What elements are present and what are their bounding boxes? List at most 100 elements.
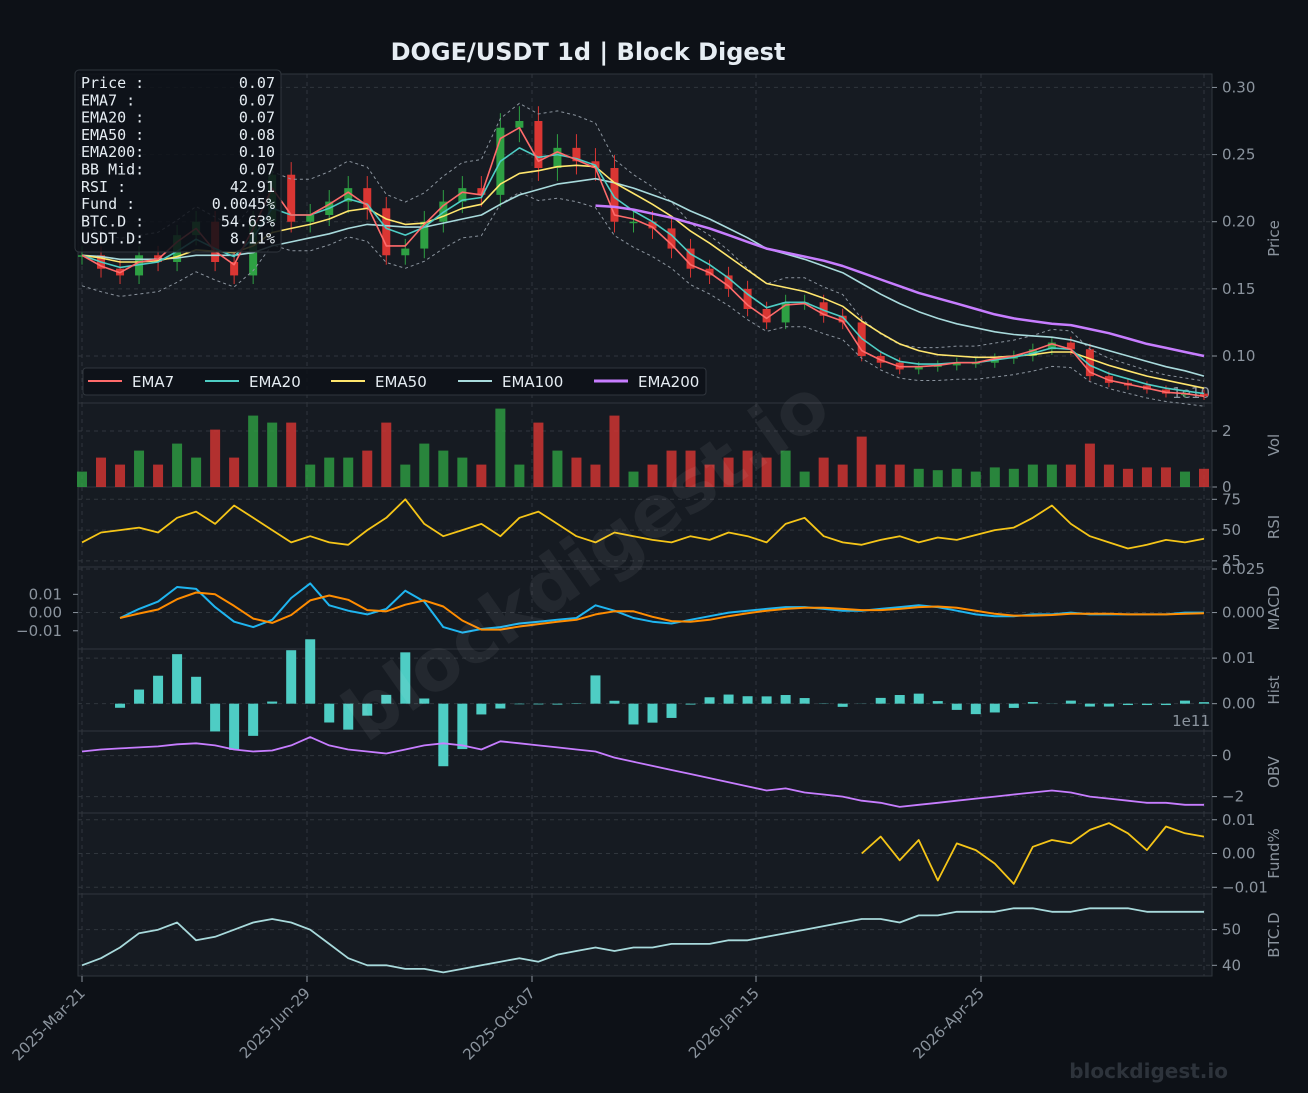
volume-bar — [1046, 464, 1057, 487]
hist-bar — [267, 701, 278, 704]
volume-bar — [1065, 464, 1076, 487]
volume-bar — [457, 457, 468, 487]
candle-body — [838, 315, 847, 323]
hist-ytick-label: 0.00 — [1222, 695, 1255, 713]
volume-bar — [723, 457, 734, 487]
hist-bar — [191, 676, 202, 704]
hist-bar — [932, 701, 943, 704]
volume-bar — [476, 464, 487, 487]
volume-bar — [1084, 443, 1095, 487]
rsi-ylabel: RSI — [1265, 515, 1283, 539]
candle-body — [819, 302, 828, 316]
volume-bar — [571, 457, 582, 487]
hist-bar — [761, 696, 772, 704]
hist-bar — [989, 703, 1000, 713]
hist-bar — [381, 694, 392, 704]
volume-bar — [856, 436, 867, 487]
macd-ytick-label: 0.000 — [1222, 604, 1265, 622]
volume-bar — [305, 464, 316, 487]
candle-body — [458, 188, 467, 202]
volume-bar — [286, 422, 297, 487]
hist-ytick-label: 0.01 — [1222, 649, 1255, 667]
volume-bar — [381, 422, 392, 487]
info-value: 0.07 — [239, 91, 275, 109]
volume-bar — [438, 450, 449, 487]
x-tick-label: 2025-Oct-07 — [459, 984, 539, 1064]
volume-bar — [818, 457, 829, 487]
hist-bar — [514, 703, 525, 705]
candle-body — [477, 188, 486, 195]
volume-bar — [153, 464, 164, 487]
hist-bar — [666, 703, 677, 718]
vol-ylabel: Vol — [1265, 434, 1283, 456]
volume-bar — [1027, 464, 1038, 487]
info-box — [74, 69, 282, 253]
price-corner-label: 1e10 — [1172, 384, 1210, 402]
macd-signal-line — [119, 591, 1205, 631]
volume-bar — [343, 457, 354, 487]
info-value: 0.07 — [239, 161, 275, 179]
hist-bar — [153, 675, 164, 704]
btcd-ytick-label: 40 — [1222, 956, 1241, 974]
candle-body — [1047, 342, 1056, 350]
volume-bar — [1103, 464, 1114, 487]
volume-bar — [590, 464, 601, 487]
footer-brand: blockdigest.io — [1069, 1059, 1228, 1083]
volume-bar — [1141, 467, 1152, 487]
hist-bar — [1027, 701, 1038, 704]
hist-bar — [457, 703, 468, 750]
hist-bar — [1008, 703, 1019, 708]
x-tick-label: 2025-Mar-21 — [9, 984, 89, 1064]
volume-bar — [362, 450, 373, 487]
candle-body — [686, 248, 695, 269]
volume-bar — [647, 464, 658, 487]
volume-bar — [324, 457, 335, 487]
volume-bar — [210, 429, 221, 487]
vol-panel — [77, 402, 1213, 488]
hist-bar — [1160, 703, 1171, 706]
volume-bar — [552, 450, 563, 487]
legend-label-ema7: EMA7 — [132, 373, 174, 391]
hist-bar — [495, 703, 506, 709]
macd-ytick-label: 0.025 — [1222, 560, 1265, 578]
hist-bar — [1141, 703, 1152, 706]
volume-bar — [495, 408, 506, 487]
hist-bar — [172, 654, 183, 704]
info-value: 0.0045% — [212, 195, 275, 213]
hist-bar — [704, 697, 715, 704]
volume-bar — [704, 464, 715, 487]
hist-bar — [628, 703, 639, 725]
info-value: 8.11% — [230, 230, 275, 248]
volume-bar — [400, 464, 411, 487]
hist-bar — [951, 703, 962, 710]
hist-bar — [134, 689, 145, 704]
candle-body — [515, 121, 524, 128]
hist-bar — [552, 703, 563, 705]
hist-panel — [77, 648, 1213, 732]
volume-bar — [1199, 468, 1209, 487]
obv-ylabel: OBV — [1265, 755, 1283, 788]
candle-body — [401, 248, 410, 256]
volume-bar — [1008, 468, 1019, 487]
obv-ytick-label: 0 — [1222, 747, 1232, 765]
volume-bar — [248, 415, 259, 487]
hist-bar — [799, 698, 810, 704]
hist-bar — [1122, 703, 1133, 706]
volume-bar — [970, 471, 981, 487]
hist-bar — [210, 703, 221, 732]
hist-bar — [476, 703, 487, 715]
hist-bar — [685, 703, 696, 705]
volume-bar — [742, 450, 753, 487]
candle-body — [344, 188, 353, 202]
vol-ytick-label: 0 — [1222, 478, 1232, 496]
volume-bar — [1122, 468, 1133, 487]
volume-bar — [134, 450, 145, 487]
hist-bar — [837, 703, 848, 707]
candle-body — [648, 221, 657, 229]
btcd-line — [81, 907, 1204, 974]
fund-ytick-label: 0.01 — [1222, 811, 1255, 829]
fund-ylabel: Fund% — [1265, 828, 1283, 879]
macd-panel — [77, 566, 1213, 650]
hist-ylabel: Hist — [1265, 675, 1283, 704]
rsi-line — [81, 498, 1205, 550]
